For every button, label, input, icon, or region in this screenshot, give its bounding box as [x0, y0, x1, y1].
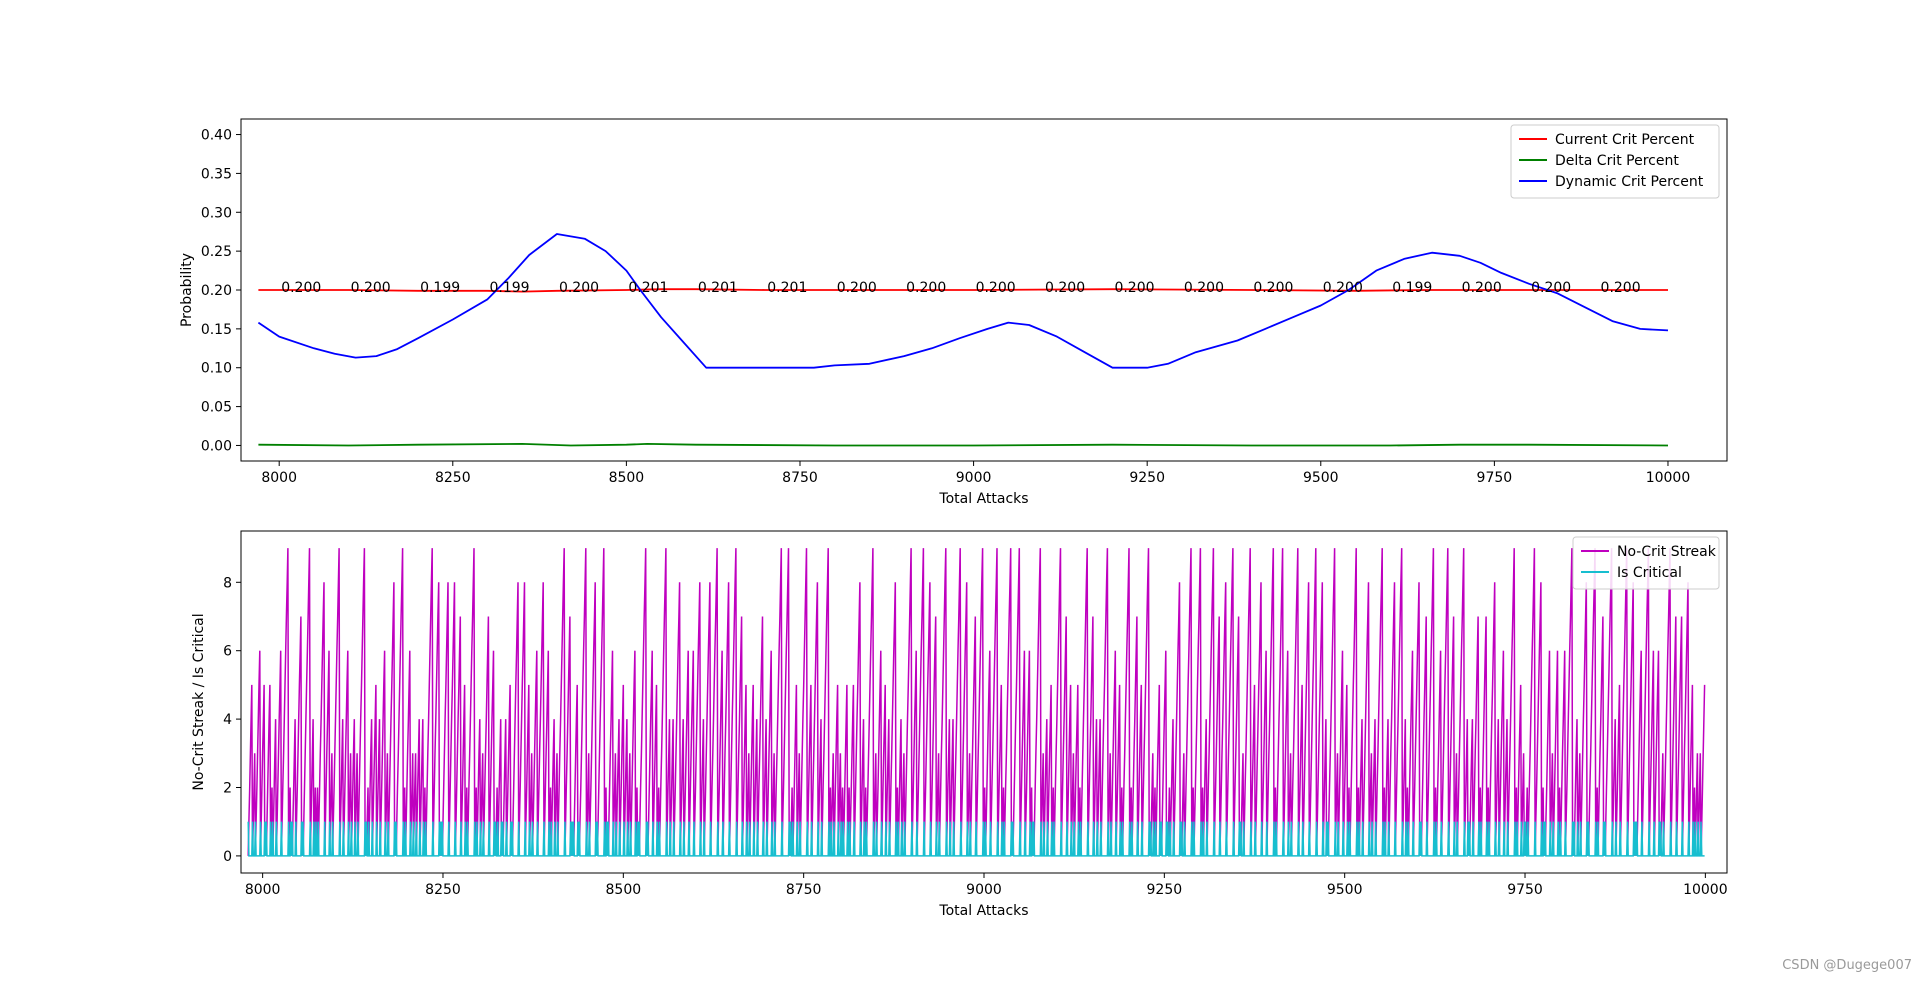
bottom-legend: No-Crit Streak Is Critical [1572, 536, 1720, 590]
top-series-line-0 [258, 288, 1668, 293]
top-value-annotation: 0.201 [698, 280, 738, 296]
top-y-tick-label: 0.35 [201, 166, 232, 182]
bottom-x-tick-label: 8000 [245, 882, 281, 898]
top-y-tick-label: 0.20 [201, 283, 232, 299]
bottom-x-axis-label: Total Attacks [938, 903, 1028, 919]
top-value-annotation: 0.199 [490, 280, 530, 296]
bottom-x-tick-label: 10000 [1683, 882, 1728, 898]
top-legend-box [1510, 124, 1720, 199]
top-value-annotation: 0.200 [1531, 280, 1571, 296]
top-y-tick-label: 0.30 [201, 205, 232, 221]
top-legend-entry: Current Crit Percent [1555, 132, 1695, 148]
top-value-annotation: 0.200 [837, 280, 877, 296]
top-x-tick-label: 9250 [1129, 470, 1165, 486]
top-x-tick-label: 8750 [782, 470, 818, 486]
bottom-plot-frame [240, 530, 1728, 874]
top-y-tick-label: 0.10 [201, 361, 232, 377]
top-plot-frame [240, 118, 1728, 462]
top-value-annotation: 0.200 [281, 280, 321, 296]
top-value-annotation: 0.200 [1045, 280, 1085, 296]
bottom-y-tick-label: 6 [223, 644, 232, 660]
bottom-legend-box [1572, 536, 1720, 590]
bottom-series-group [247, 548, 1706, 857]
bottom-y-tick-label: 8 [223, 575, 232, 591]
bottom-x-tick-label: 8750 [786, 882, 822, 898]
top-legend-entry: Dynamic Crit Percent [1555, 174, 1704, 190]
top-value-annotation: 0.201 [767, 280, 807, 296]
bottom-x-tick-label: 9500 [1327, 882, 1363, 898]
top-value-annotation: 0.200 [1323, 280, 1363, 296]
bottom-y-tick-label: 4 [223, 712, 232, 728]
top-y-tick-label: 0.15 [201, 322, 232, 338]
bottom-x-tick-label: 9750 [1507, 882, 1543, 898]
top-value-annotation: 0.200 [976, 280, 1016, 296]
top-value-annotation: 0.199 [1392, 280, 1432, 296]
bottom-subplot: 8000 8250 8500 8750 9000 9250 9500 9750 10000 0 2 4… [191, 530, 1728, 919]
top-x-tick-label: 8000 [261, 470, 297, 486]
top-x-tick-label: 8500 [609, 470, 645, 486]
top-x-tick-label: 9000 [956, 470, 992, 486]
top-y-tick-label: 0.25 [201, 244, 232, 260]
top-y-tick-label: 0.05 [201, 400, 232, 416]
bottom-x-tick-label: 8500 [606, 882, 642, 898]
top-x-tick-label: 8250 [435, 470, 471, 486]
top-value-annotation: 0.199 [420, 280, 460, 296]
top-x-axis-label: Total Attacks [938, 491, 1028, 507]
top-x-tick-label: 10000 [1646, 470, 1691, 486]
top-value-annotation: 0.200 [1253, 280, 1293, 296]
top-x-tick-label: 9750 [1477, 470, 1513, 486]
top-series-group [257, 233, 1669, 447]
top-value-annotation: 0.200 [1601, 280, 1641, 296]
bottom-x-tick-label: 9250 [1147, 882, 1183, 898]
top-series-line-1 [258, 442, 1669, 447]
top-annotations: 0.200 0.200 0.199 0.199 0.200 0.201 0.201 0.201… [281, 280, 1640, 296]
top-value-annotation: 0.200 [1114, 280, 1154, 296]
bottom-x-tick-label: 8250 [425, 882, 461, 898]
top-value-annotation: 0.200 [906, 280, 946, 296]
top-x-tick-label: 9500 [1303, 470, 1339, 486]
top-value-annotation: 0.200 [1462, 280, 1502, 296]
bottom-series-line-no-crit-streak [247, 548, 1706, 856]
top-value-annotation: 0.201 [628, 280, 668, 296]
bottom-legend-entry: No-Crit Streak [1617, 544, 1717, 560]
top-series-line-2 [257, 233, 1669, 369]
bottom-series-line-is-critical [247, 821, 1705, 857]
top-value-annotation: 0.200 [351, 280, 391, 296]
top-value-annotation: 0.200 [1184, 280, 1224, 296]
top-y-tick-label: 0.40 [201, 128, 232, 144]
top-axes-ticks: 8000 8250 8500 8750 9000 9250 9500 9750 10000 0.0… [201, 128, 1690, 486]
bottom-y-axis-label: No-Crit Streak / Is Critical [191, 613, 207, 790]
bottom-axes-ticks: 8000 8250 8500 8750 9000 9250 9500 9750 10000 0 2 4… [223, 575, 1728, 898]
bottom-y-tick-label: 0 [223, 849, 232, 865]
top-y-tick-label: 0.00 [201, 438, 232, 454]
top-legend-entry: Delta Crit Percent [1555, 153, 1679, 169]
top-y-axis-label: Probability [179, 253, 195, 327]
bottom-x-tick-label: 9000 [966, 882, 1002, 898]
watermark-text: CSDN @Dugege007 [1782, 958, 1912, 973]
top-legend: Current Crit Percent Delta Crit Percent Dy… [1510, 124, 1720, 199]
top-value-annotation: 0.200 [559, 280, 599, 296]
top-subplot: 8000 8250 8500 8750 9000 9250 9500 9750 10000 0.0… [179, 118, 1728, 507]
bottom-legend-entry: Is Critical [1617, 565, 1682, 581]
bottom-y-tick-label: 2 [223, 781, 232, 797]
